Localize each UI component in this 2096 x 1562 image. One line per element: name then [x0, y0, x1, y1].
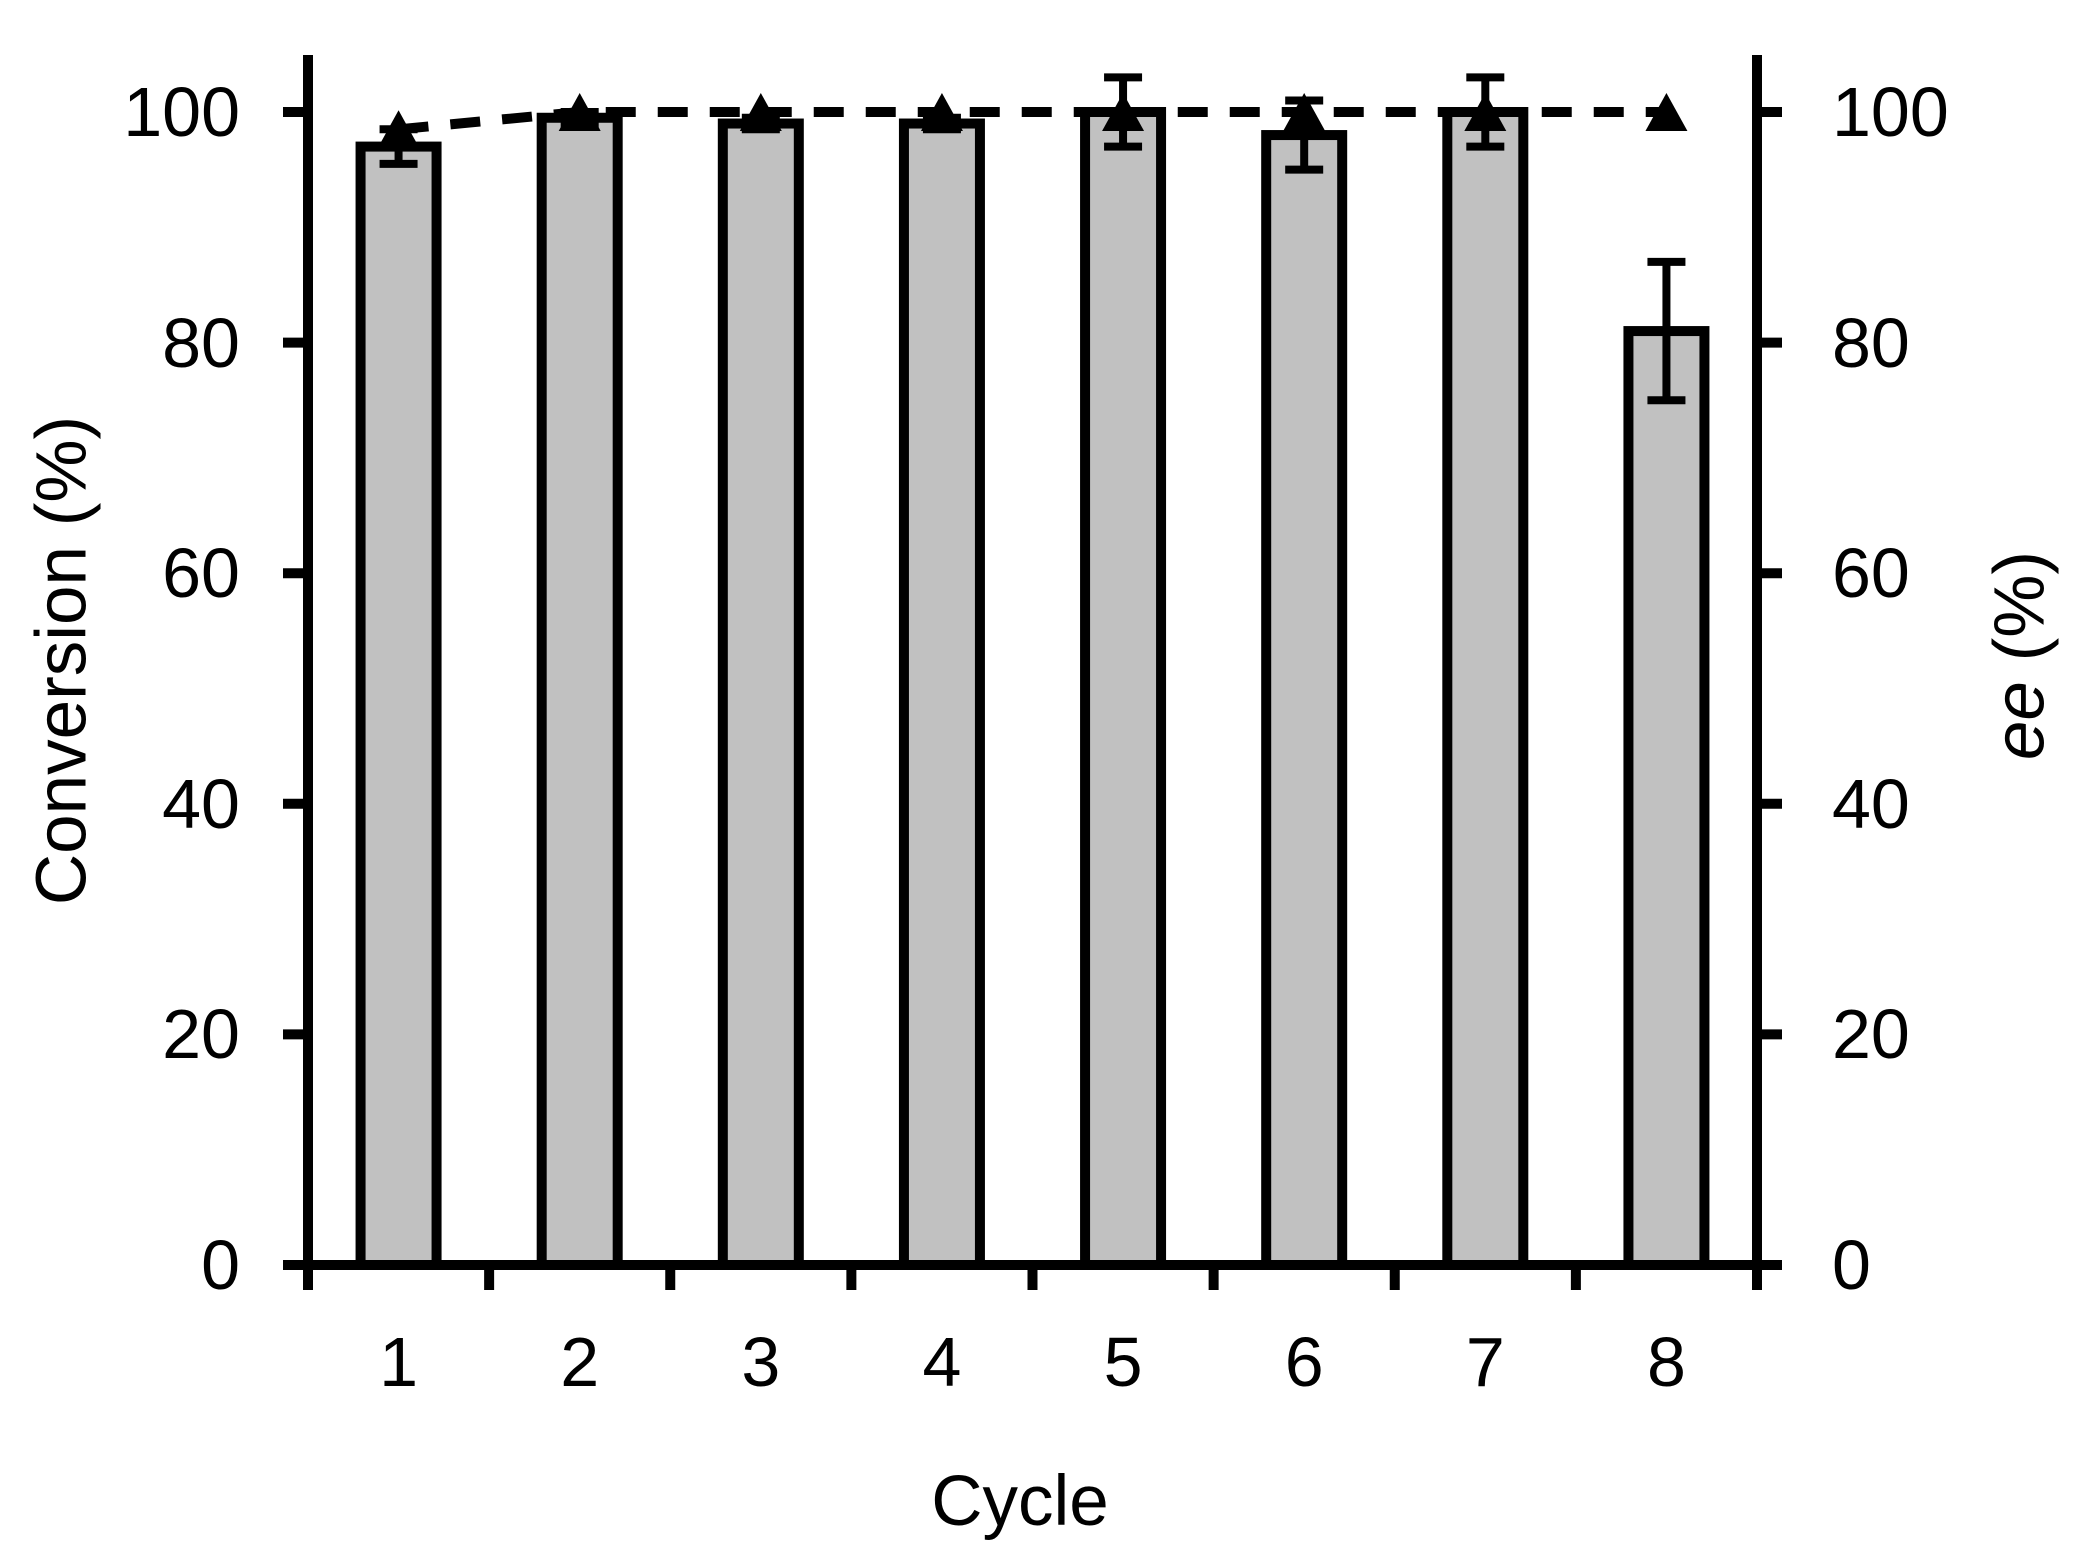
- conversion-bar: [1442, 107, 1529, 1270]
- ee-dashed-line: [398, 107, 1667, 135]
- x-axis-tick-label: 7: [1465, 1323, 1505, 1401]
- x-axis-tick-label: 6: [1284, 1323, 1324, 1401]
- ee-triangle-marker: [1102, 93, 1145, 131]
- y-axis-right-tick-label: 80: [1832, 303, 1910, 382]
- y-axis-right-tick-label: 100: [1832, 73, 1949, 151]
- left-axis-title: Conversion (%): [22, 415, 102, 906]
- x-axis-tick-label: 5: [1103, 1323, 1143, 1401]
- conversion-bar: [1623, 326, 1710, 1270]
- x-axis-tick-label: 1: [379, 1323, 419, 1401]
- ee-triangle-marker: [1464, 93, 1507, 131]
- y-axis-right-tick-label: 40: [1832, 764, 1910, 843]
- ee-triangle-marker: [739, 93, 782, 131]
- right-axis-title: ee (%): [1981, 6, 2060, 1306]
- ee-triangle-marker: [558, 93, 601, 131]
- ee-triangle-marker: [920, 93, 963, 131]
- ee-triangle-marker: [1283, 93, 1326, 131]
- x-axis-tick-label: 2: [560, 1323, 600, 1401]
- ee-triangle-marker: [377, 110, 420, 149]
- y-axis-left-tick-label: 100: [123, 73, 240, 151]
- x-axis-tick-label: 4: [922, 1323, 962, 1401]
- conversion-bar: [355, 141, 442, 1271]
- y-axis-right-tick-label: 60: [1832, 534, 1910, 613]
- x-axis-title: Cycle: [931, 1462, 1109, 1541]
- conversion-bar: [1261, 130, 1348, 1270]
- conversion-bar: [1080, 107, 1167, 1270]
- y-axis-left-tick-label: 40: [162, 764, 240, 843]
- conversion-bar: [898, 118, 985, 1270]
- y-axis-left-tick-label: 80: [162, 303, 240, 382]
- conversion-bar: [717, 118, 804, 1270]
- x-axis-tick-label: 8: [1646, 1323, 1686, 1401]
- y-axis-left-tick-label: 20: [162, 995, 240, 1074]
- conversion-bar: [536, 112, 623, 1270]
- y-axis-left-tick-label: 0: [201, 1226, 240, 1304]
- y-axis-right-tick-label: 0: [1832, 1226, 1871, 1304]
- right-axis-title-italic: ee: [1980, 681, 2060, 761]
- x-axis-tick-label: 3: [741, 1323, 781, 1401]
- y-axis-left-tick-label: 60: [162, 534, 240, 613]
- y-axis-right-tick-label: 20: [1832, 995, 1910, 1074]
- ee-triangle-marker: [1645, 93, 1688, 131]
